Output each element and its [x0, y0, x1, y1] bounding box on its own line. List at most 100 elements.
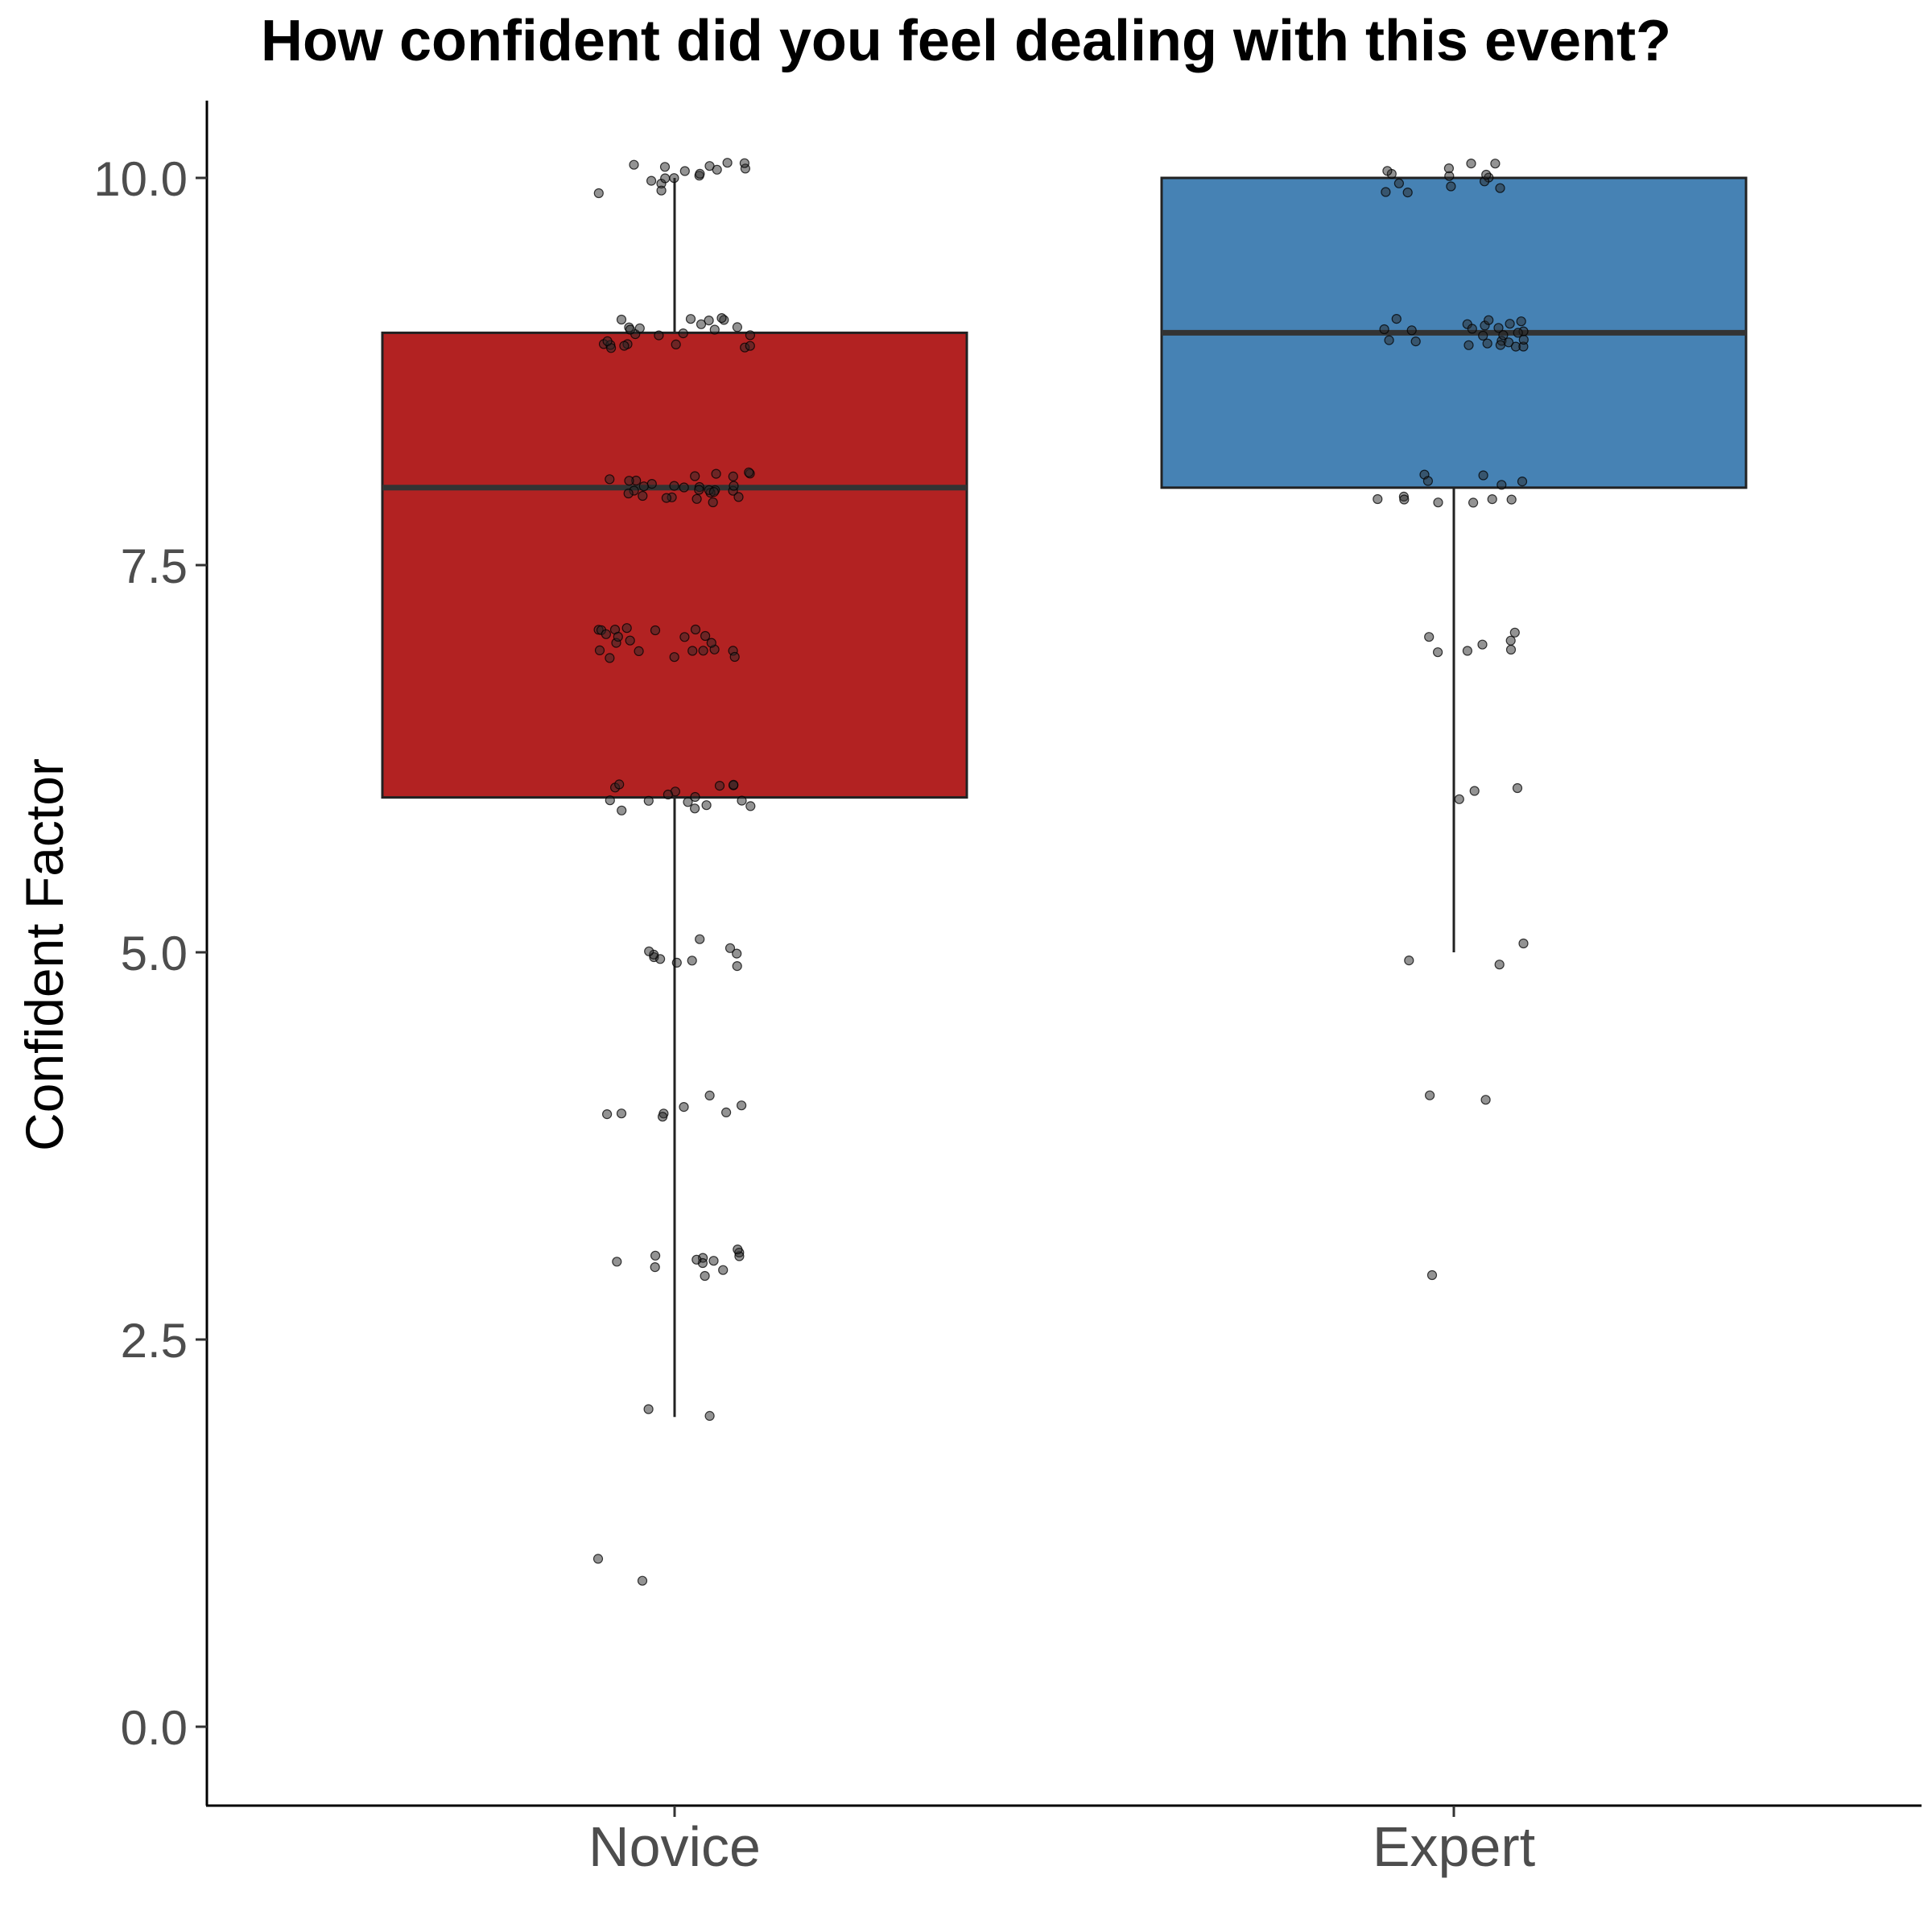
novice-point: [704, 316, 714, 326]
expert-point: [1443, 163, 1455, 174]
novice-point: [605, 653, 615, 663]
novice-point: [638, 481, 649, 492]
novice-point: [745, 341, 755, 351]
expert-point: [1402, 188, 1413, 198]
novice-point: [690, 471, 700, 481]
novice-point: [691, 1254, 702, 1265]
novice-point: [729, 651, 740, 663]
y-tick-label: 7.5: [121, 539, 188, 593]
novice-point: [592, 1554, 604, 1564]
expert-point: [1480, 1095, 1491, 1105]
novice-point: [733, 492, 744, 502]
expert-point: [1477, 639, 1488, 650]
expert-point: [1481, 169, 1492, 180]
expert-point: [1518, 334, 1529, 345]
novice-point: [683, 797, 693, 807]
expert-point: [1462, 646, 1473, 656]
expert-point: [1478, 470, 1488, 481]
expert-point: [1467, 324, 1477, 334]
novice-point: [638, 490, 648, 502]
novice-point: [744, 467, 754, 477]
expert-point: [1406, 325, 1417, 336]
expert-point: [1496, 480, 1507, 490]
novice-point: [663, 789, 674, 800]
points-layer: [592, 158, 1529, 1586]
expert-point: [1495, 340, 1506, 350]
novice-point: [625, 324, 636, 335]
novice-point: [745, 330, 756, 341]
expert-point: [1513, 328, 1523, 338]
expert-point: [1426, 1269, 1438, 1281]
expert-point: [1393, 178, 1405, 188]
novice-point: [616, 1108, 627, 1119]
novice-point: [661, 493, 672, 503]
expert-point: [1446, 181, 1456, 192]
novice-point: [679, 166, 690, 176]
novice-point: [704, 1090, 715, 1101]
novice-point: [695, 934, 705, 944]
expert-point: [1494, 960, 1505, 970]
novice-point: [593, 188, 604, 199]
ticks-layer: Novice Expert 0.0 2.5 5.0 7.5 10.0: [93, 152, 1535, 1878]
novice-point: [687, 956, 697, 966]
x-tick-label-expert: Expert: [1373, 1815, 1535, 1878]
novice-point: [601, 1108, 613, 1120]
expert-point: [1505, 635, 1516, 646]
chart-title: How confident did you feel dealing with …: [260, 9, 1672, 73]
novice-point: [700, 630, 711, 642]
expert-point: [1503, 337, 1514, 348]
novice-point: [634, 646, 644, 657]
novice-point: [687, 646, 698, 656]
expert-point: [1432, 647, 1443, 658]
novice-point: [698, 646, 708, 656]
novice-point: [708, 497, 718, 508]
novice-point: [679, 1101, 689, 1113]
novice-point: [625, 635, 635, 646]
expert-point: [1495, 183, 1505, 193]
novice-point: [679, 632, 690, 642]
expert-point: [1484, 315, 1494, 325]
expert-point: [1381, 187, 1391, 197]
novice-point: [650, 1261, 660, 1273]
novice-point: [706, 638, 716, 648]
novice-point: [733, 1244, 743, 1255]
novice-box: [381, 331, 968, 799]
novice-point: [643, 1404, 654, 1414]
x-tick-label-novice: Novice: [588, 1815, 761, 1878]
expert-point: [1468, 497, 1479, 508]
novice-point: [634, 323, 645, 333]
novice-point: [729, 481, 739, 491]
novice-point: [614, 779, 625, 790]
expert-point: [1493, 323, 1504, 333]
expert-point: [1490, 159, 1501, 169]
novice-point: [624, 476, 634, 486]
expert-point: [1487, 493, 1497, 505]
y-tick-label: 5.0: [121, 927, 188, 980]
novice-point: [605, 474, 615, 485]
novice-point: [623, 488, 634, 499]
novice-point: [745, 801, 756, 811]
y-tick-label: 0.0: [121, 1701, 188, 1755]
expert-point: [1509, 627, 1520, 638]
novice-point: [695, 168, 705, 179]
novice-point: [650, 625, 661, 636]
novice-point: [709, 324, 720, 335]
expert-point: [1505, 319, 1515, 329]
expert-point: [1466, 159, 1476, 169]
expert-point: [1516, 316, 1526, 327]
expert-point: [1478, 330, 1488, 341]
novice-point: [646, 175, 657, 186]
novice-point: [646, 478, 657, 489]
novice-point: [724, 943, 736, 953]
novice-point: [737, 795, 747, 806]
novice-point: [711, 469, 721, 479]
novice-point: [729, 779, 739, 791]
novice-point: [685, 314, 696, 324]
novice-point: [659, 162, 671, 172]
novice-point: [669, 652, 679, 663]
novice-point: [602, 336, 613, 346]
novice-point: [691, 493, 702, 504]
novice-point: [732, 960, 742, 972]
novice-point: [714, 780, 725, 791]
y-tick-label: 2.5: [121, 1314, 188, 1368]
